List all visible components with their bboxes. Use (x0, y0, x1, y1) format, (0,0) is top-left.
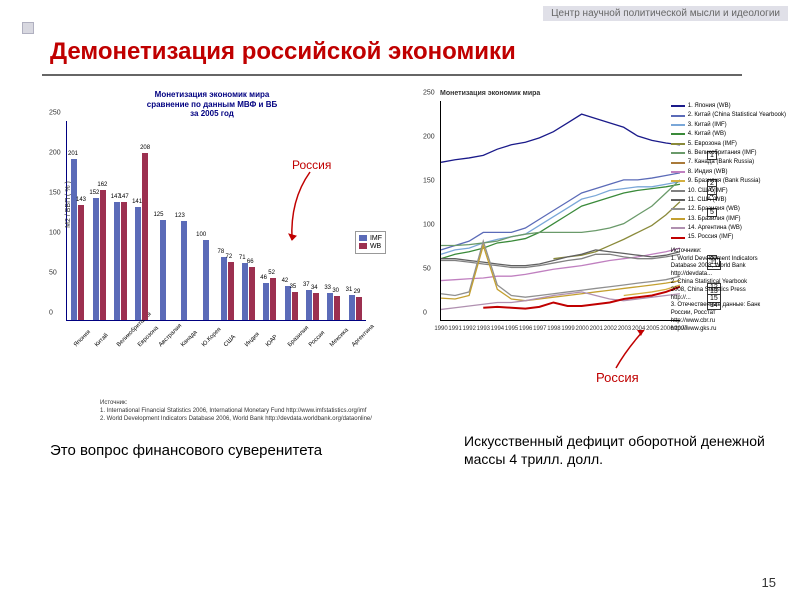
bar-chart-footnote: Источник: 1. International Financial Sta… (100, 400, 372, 423)
bar-chart-monetization: Монетизация экономик мира сравнение по д… (42, 90, 382, 370)
bar-chart-title: Монетизация экономик мира сравнение по д… (42, 90, 382, 119)
bar-chart-plot: М2 / ВВП ( % ) 201143Япония152162Китай14… (66, 121, 366, 321)
line-chart-title: Монетизация экономик мира (440, 90, 786, 97)
right-caption: Искусственный дефицит оборотной денежной… (464, 432, 800, 468)
bar-chart-legend: IMF WB (355, 231, 386, 254)
line-chart-monetization: Монетизация экономик мира 05010015020025… (416, 90, 786, 370)
title-underline (42, 74, 742, 76)
slide-number: 15 (762, 575, 776, 590)
slide-bullet (22, 22, 34, 34)
org-header: Центр научной политической мысли и идеол… (543, 6, 788, 21)
left-caption: Это вопрос финансового суверенитета (50, 442, 322, 459)
slide-title: Демонетизация российской экономики (50, 38, 516, 66)
line-chart-svg (441, 101, 680, 320)
line-chart-legend: 1. Япония (WB)2. Китай (China Statistica… (671, 102, 786, 334)
line-chart-plot: 0501001502002501990199119921993199419951… (440, 101, 680, 321)
russia-arrow-left (280, 170, 320, 250)
russia-arrow-right (596, 320, 656, 370)
russia-arrow-label-right: Россия (596, 370, 639, 385)
